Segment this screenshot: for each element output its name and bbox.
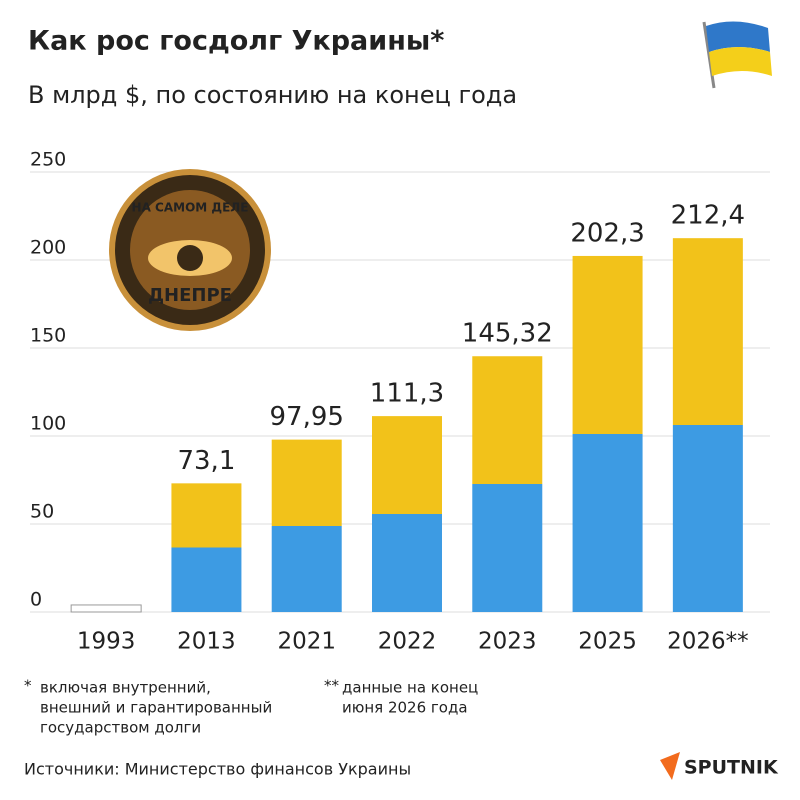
footnote-text: июня 2026 года <box>342 699 468 717</box>
y-tick-label: 0 <box>30 589 42 611</box>
footnote-text: внешний и гарантированный <box>40 699 272 717</box>
bar <box>271 439 342 612</box>
bar <box>70 604 142 613</box>
y-tick-label: 250 <box>30 149 66 171</box>
x-tick-label: 2022 <box>378 629 437 655</box>
badge-text: НА САМОМ ДЕЛЕ <box>132 201 249 215</box>
y-tick-label: 100 <box>30 413 66 435</box>
value-label: 212,4 <box>671 201 745 231</box>
footnote-text: государством долги <box>40 719 201 737</box>
x-tick-label: 1993 <box>77 629 136 655</box>
value-label: 202,3 <box>570 218 644 248</box>
brand: SPUTNIK <box>684 757 779 779</box>
footnote-mark: * <box>24 677 32 695</box>
footnote-text: данные на конец <box>342 679 478 697</box>
y-tick-label: 150 <box>30 325 66 347</box>
flag <box>702 21 772 89</box>
source: Источники: Министерство финансов Украины <box>24 760 411 779</box>
value-label: 111,3 <box>370 379 444 409</box>
footnote-text: включая внутренний, <box>40 679 211 697</box>
plot-area: 0 50 100 150 200 250 1993 2013 73,1 2021 97,95 2022… <box>30 149 770 655</box>
chart-subtitle: В млрд $, по состоянию на конец года <box>28 81 517 109</box>
badge-text: ДНЕПРЕ <box>148 285 232 306</box>
y-tick-label: 50 <box>30 501 54 523</box>
chart-title: Как рос госдолг Украины* <box>28 26 444 57</box>
badge: НА САМОМ ДЕЛЕ ДНЕПРЕ <box>109 169 271 331</box>
y-tick-label: 200 <box>30 237 66 259</box>
x-tick-label: 2021 <box>277 629 336 655</box>
value-label: 73,1 <box>177 446 235 476</box>
footnote-mark: ** <box>324 677 340 695</box>
x-tick-label: 2026** <box>667 629 749 655</box>
footnotes: * включая внутренний, внешний и гарантиров… <box>24 677 478 737</box>
x-tick-label: 2013 <box>177 629 236 655</box>
value-label: 145,32 <box>462 319 553 349</box>
brand-icon <box>660 752 680 780</box>
bar <box>472 356 543 612</box>
x-tick-label: 2023 <box>478 629 537 655</box>
value-label: 97,95 <box>269 402 343 432</box>
x-tick-label: 2025 <box>578 629 637 655</box>
bar <box>572 255 643 612</box>
bar <box>372 416 442 612</box>
bar <box>672 238 743 612</box>
bar <box>171 483 242 612</box>
